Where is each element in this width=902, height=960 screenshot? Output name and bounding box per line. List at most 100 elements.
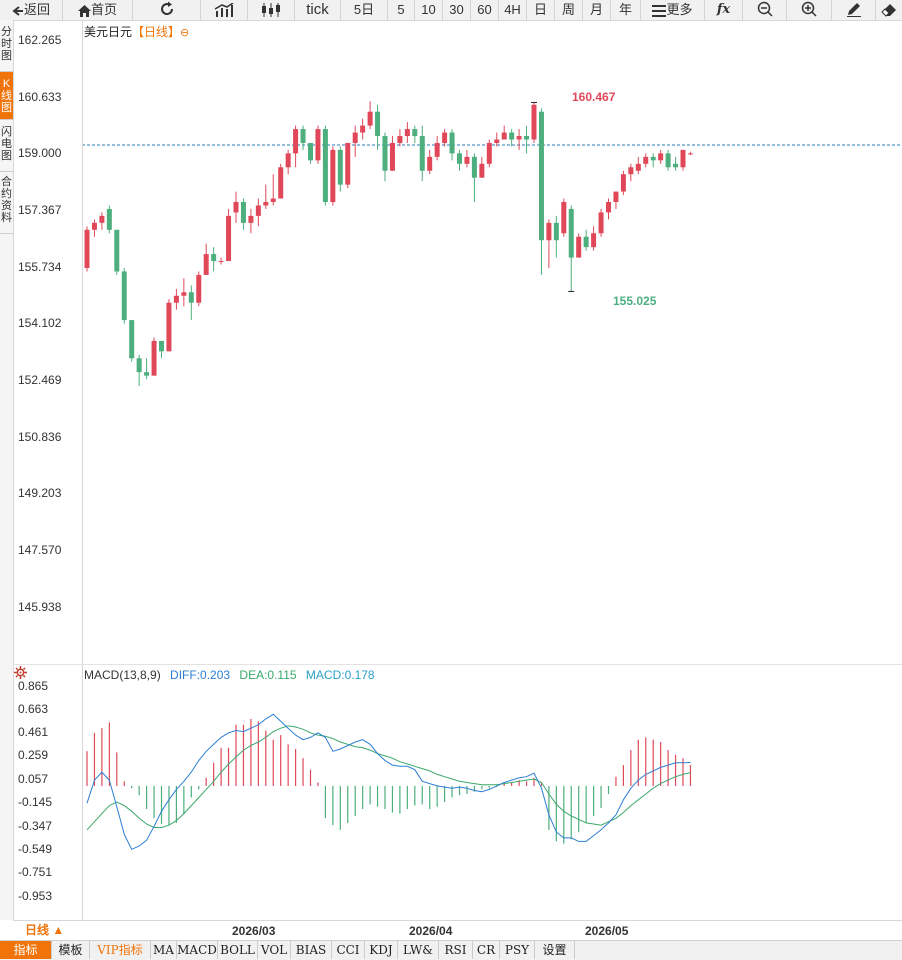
period-day-button[interactable]: 日: [527, 0, 555, 20]
period-month-button[interactable]: 月: [583, 0, 611, 20]
candle-body: [635, 163, 641, 171]
tab-indicators[interactable]: 指标: [0, 941, 52, 959]
home-button[interactable]: 首页: [63, 0, 133, 20]
candle-body: [643, 156, 649, 164]
period-year-button[interactable]: 年: [611, 0, 641, 20]
candle-body: [591, 233, 597, 248]
zoom-out-button[interactable]: [743, 0, 787, 20]
price-label: 147.570: [18, 543, 62, 557]
candle-body: [121, 271, 127, 321]
tab-lwr[interactable]: LW&: [398, 941, 439, 959]
tab-psy[interactable]: PSY: [500, 941, 535, 959]
candle-body: [397, 136, 403, 143]
tab-vol[interactable]: VOL: [258, 941, 291, 959]
candle-body: [240, 202, 246, 223]
candle-chart-button[interactable]: [248, 0, 295, 20]
date-label: 2026/05: [585, 924, 629, 938]
candle-body: [620, 174, 626, 192]
candle-body: [494, 139, 500, 143]
candle-body: [457, 153, 462, 164]
candle-body: [181, 292, 187, 296]
pencil-icon: [846, 3, 861, 17]
candle-body: [613, 191, 619, 203]
date-label: 2026/04: [409, 924, 453, 938]
candle-body: [568, 208, 574, 258]
refresh-icon: [160, 1, 173, 16]
more-button[interactable]: 更多: [641, 0, 705, 20]
zoom-circle-icon[interactable]: ⊖: [180, 27, 190, 39]
tab-boll[interactable]: BOLL: [218, 941, 258, 959]
macd-header: MACD(13,8,9) DIFF:0.203 DEA:0.115 MACD:0…: [84, 668, 381, 682]
period-30min-button[interactable]: 30: [443, 0, 471, 20]
macd-axis-label: 0.057: [18, 772, 49, 786]
candle-body: [84, 229, 90, 268]
eraser-button[interactable]: [876, 0, 902, 20]
period-5min-button[interactable]: 5: [388, 0, 415, 20]
back-button[interactable]: 返回: [0, 0, 63, 20]
candle-body: [248, 215, 254, 223]
candle-body: [464, 156, 470, 164]
candle-body: [442, 132, 448, 143]
draw-tool-button[interactable]: [832, 0, 876, 20]
macd-axis-label: -0.953: [18, 889, 53, 903]
candle-body: [561, 202, 567, 234]
candle-body: [404, 129, 410, 137]
candle-body: [345, 142, 351, 185]
period-60min-button[interactable]: 60: [471, 0, 499, 20]
macd-axis-label: -0.751: [18, 865, 53, 879]
candlestick-series: [84, 101, 693, 387]
period-selector[interactable]: 日线 ▲: [13, 922, 82, 939]
tab-rsi[interactable]: RSI: [439, 941, 473, 959]
home-label: 首页: [90, 2, 117, 17]
price-label: 152.469: [18, 373, 62, 387]
zoom-in-button[interactable]: [787, 0, 832, 20]
price-label: 162.265: [18, 33, 62, 47]
candle-body: [278, 167, 284, 199]
line-chart-icon: [214, 2, 234, 17]
candle-body: [226, 215, 232, 262]
tab-vip-indicators[interactable]: VIP指标: [90, 941, 151, 959]
tab-templates[interactable]: 模板: [52, 941, 90, 959]
tab-kline[interactable]: K线图: [0, 72, 13, 120]
tab-time-sharing[interactable]: 分时图: [0, 20, 13, 72]
settings-gear-icon[interactable]: [14, 666, 27, 682]
candle-body: [501, 132, 507, 140]
candle-body: [322, 129, 328, 203]
tab-contract-info[interactable]: 合约资料: [0, 172, 13, 234]
tab-kdj[interactable]: KDJ: [365, 941, 398, 959]
candle-body: [315, 129, 321, 161]
min-price-label: 155.025: [613, 294, 657, 308]
price-label: 154.102: [18, 316, 62, 330]
price-axis-divider: [82, 20, 83, 920]
period-week-button[interactable]: 周: [555, 0, 583, 20]
period-4h-button[interactable]: 4H: [499, 0, 527, 20]
price-label: 159.000: [18, 146, 62, 160]
tab-cr[interactable]: CR: [473, 941, 500, 959]
tab-cci[interactable]: CCI: [332, 941, 365, 959]
tab-macd[interactable]: MACD: [177, 941, 218, 959]
candle-body: [308, 142, 313, 161]
candle-body: [144, 372, 150, 376]
tab-bias[interactable]: BIAS: [291, 941, 332, 959]
price-label: 155.734: [18, 260, 62, 274]
tab-settings[interactable]: 设置: [535, 941, 575, 959]
period-5day-button[interactable]: 5日: [341, 0, 388, 20]
candle-body: [673, 163, 679, 168]
candle-body: [650, 156, 656, 161]
tab-ma[interactable]: MA: [151, 941, 177, 959]
refresh-button[interactable]: [133, 0, 201, 20]
tick-button[interactable]: tick: [295, 0, 341, 20]
candle-body: [196, 274, 202, 303]
menu-icon: [652, 5, 667, 17]
formula-button[interactable]: fx: [705, 0, 743, 20]
price-label: 157.367: [18, 203, 62, 217]
tab-lightning[interactable]: 闪电图: [0, 120, 13, 172]
period-10min-button[interactable]: 10: [415, 0, 443, 20]
candle-body: [680, 149, 686, 168]
line-chart-button[interactable]: [201, 0, 248, 20]
candle-body: [255, 205, 261, 216]
candle-body: [509, 132, 515, 140]
candle-body: [553, 222, 559, 241]
candle-body: [337, 149, 343, 185]
